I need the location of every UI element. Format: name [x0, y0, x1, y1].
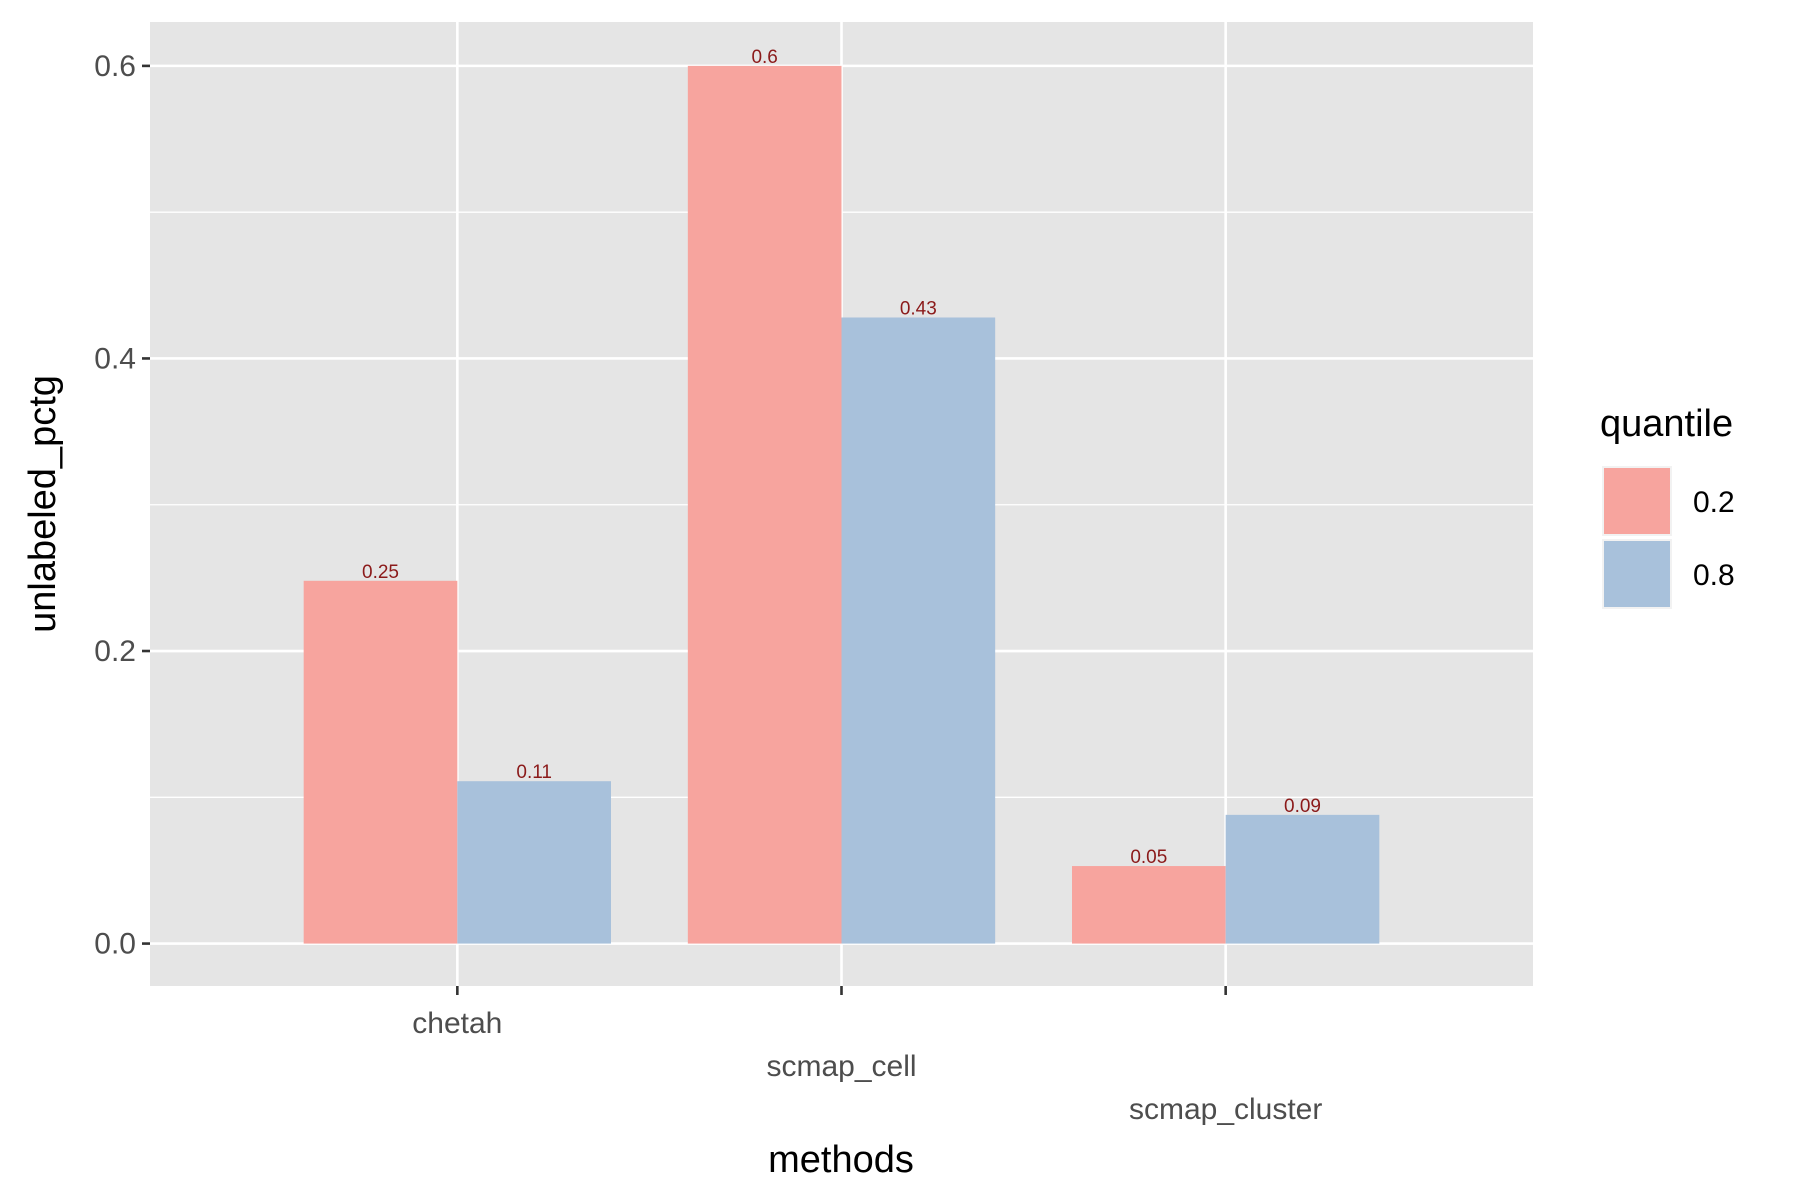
data-label: 0.25 — [362, 562, 399, 583]
data-label: 0.43 — [900, 298, 937, 319]
y-tick-label: 0.6 — [94, 50, 136, 83]
legend-title: quantile — [1600, 403, 1733, 445]
y-tick-label: 0.2 — [94, 635, 136, 668]
data-label: 0.6 — [751, 47, 777, 68]
y-tick-label: 0.0 — [94, 928, 136, 961]
bar-chetah-0.8 — [457, 781, 611, 944]
data-labels: 0.25 0.6 0.05 0.11 0.43 0.09 — [362, 47, 1321, 868]
bar-scmap_cluster-0.2 — [1072, 866, 1226, 944]
data-label: 0.09 — [1284, 796, 1321, 817]
legend-label: 0.8 — [1693, 559, 1735, 592]
x-tick-label: chetah — [412, 1007, 502, 1040]
legend-items: 0.2 0.8 — [1602, 466, 1735, 609]
x-tick-label: scmap_cluster — [1129, 1093, 1322, 1126]
legend-label: 0.2 — [1693, 486, 1735, 519]
y-tick-label: 0.4 — [94, 342, 136, 375]
data-label: 0.05 — [1130, 847, 1167, 868]
data-label: 0.11 — [516, 762, 552, 783]
legend-key-swatch — [1604, 468, 1670, 534]
legend: quantile 0.2 0.8 — [1600, 403, 1735, 609]
bars — [303, 65, 1380, 944]
bar-scmap_cell-0.8 — [841, 317, 996, 944]
axes: 0.0 0.2 0.4 0.6 chetah scmap_cell scmap_cluste… — [94, 50, 1322, 1126]
legend-key-swatch — [1604, 541, 1670, 607]
x-axis-title: methods — [768, 1139, 914, 1181]
bar-chetah-0.2 — [303, 580, 458, 944]
bar-scmap_cell-0.2 — [687, 65, 842, 944]
x-tick-label: scmap_cell — [766, 1050, 916, 1083]
bar-scmap_cluster-0.8 — [1225, 814, 1380, 944]
y-axis-title: unlabeled_pctg — [22, 375, 64, 633]
